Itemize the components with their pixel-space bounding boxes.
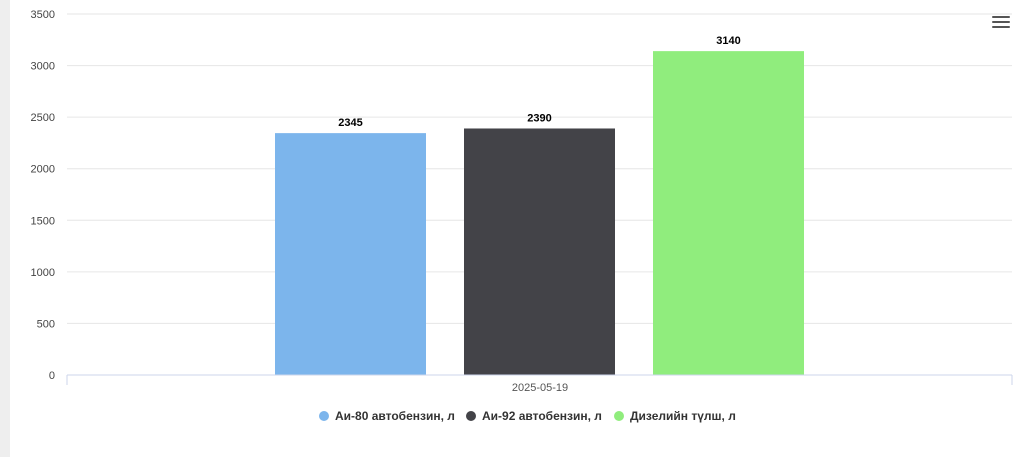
y-tick-label: 1500: [31, 215, 55, 227]
bar-series-2[interactable]: [464, 128, 615, 375]
y-tick-label: 2000: [31, 164, 55, 176]
left-border-strip: [0, 0, 10, 457]
legend-marker-series-1[interactable]: [319, 411, 329, 421]
legend-label-series-1[interactable]: Аи-80 автобензин, л: [335, 409, 455, 423]
menu-line-3: [992, 26, 1010, 28]
y-tick-label: 3000: [31, 61, 55, 73]
data-label-series-1: 2345: [338, 117, 362, 129]
legend-label-series-2[interactable]: Аи-92 автобензин, л: [482, 409, 602, 423]
menu-line-2: [992, 21, 1010, 23]
data-label-series-3: 3140: [716, 35, 740, 47]
legend-marker-series-2[interactable]: [466, 411, 476, 421]
legend-marker-series-3[interactable]: [614, 411, 624, 421]
y-tick-label: 1000: [31, 267, 55, 279]
legend: Аи-80 автобензин, л Аи-92 автобензин, л Ди…: [319, 409, 736, 423]
hamburger-menu-icon[interactable]: [992, 16, 1010, 32]
y-axis-tick-labels: 0 500 1000 1500 2000 2500 3000 3500: [31, 9, 55, 382]
y-tick-label: 0: [49, 370, 55, 382]
x-category-label: 2025-05-19: [512, 382, 568, 394]
y-tick-label: 500: [37, 318, 55, 330]
y-tick-label: 3500: [31, 9, 55, 21]
legend-label-series-3[interactable]: Дизелийн түлш, л: [630, 409, 736, 423]
x-axis: 2025-05-19: [66, 374, 1013, 394]
bar-series-3[interactable]: [653, 51, 804, 375]
bar-series-1[interactable]: [275, 133, 426, 375]
menu-line-1: [992, 16, 1010, 18]
data-labels: 2345 2390 3140: [338, 35, 740, 129]
data-label-series-2: 2390: [527, 112, 551, 124]
y-tick-label: 2500: [31, 112, 55, 124]
bars: [275, 51, 804, 375]
grid-lines: [67, 13, 1012, 324]
